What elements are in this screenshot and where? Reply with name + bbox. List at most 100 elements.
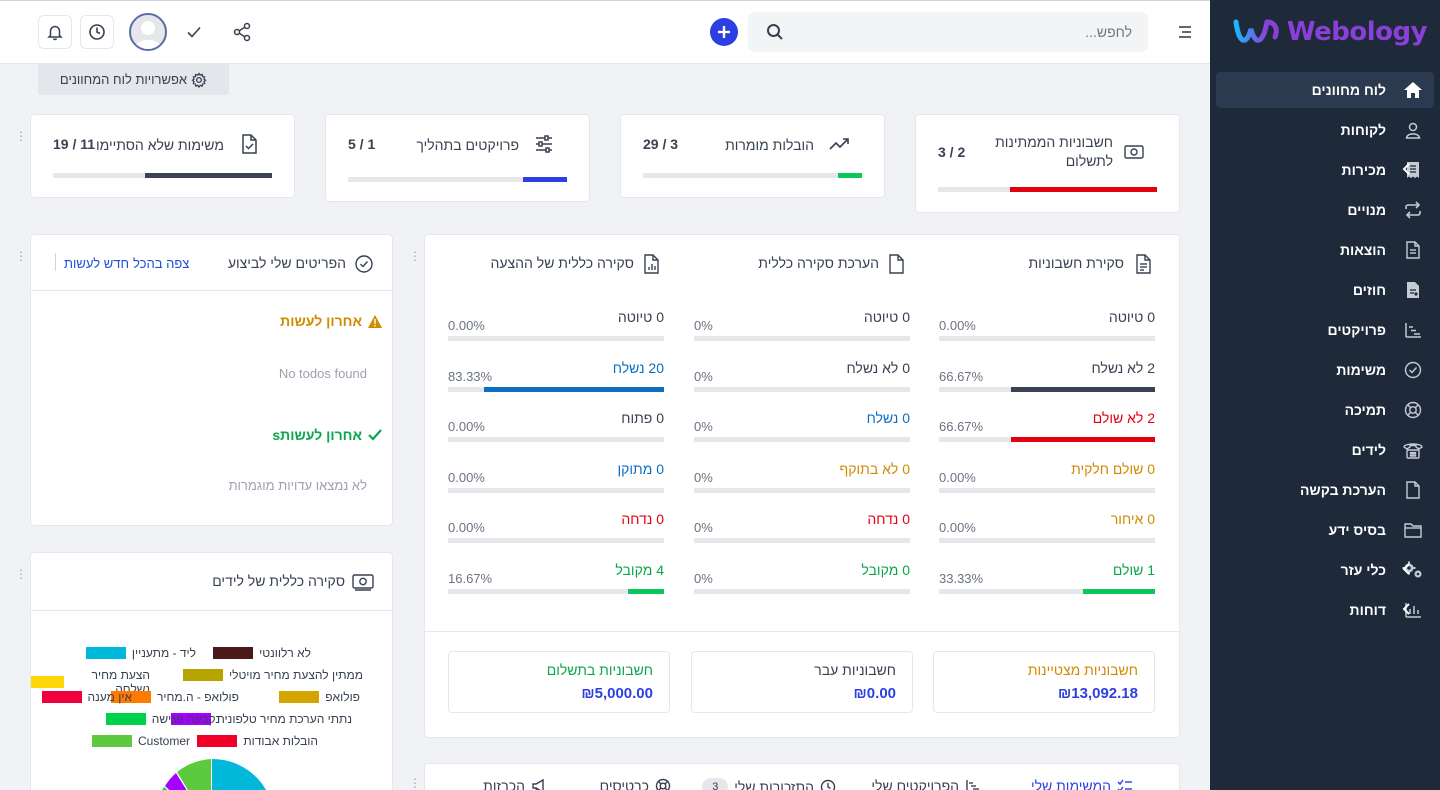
status-row[interactable]: 0 נשלח 0% <box>694 406 910 457</box>
status-row[interactable]: 0 איחור 0.00% <box>939 507 1155 558</box>
chevron-left-icon <box>1402 602 1412 618</box>
status-label: 0 איחור <box>1110 511 1155 527</box>
sidebar-item-label: כלי עזר <box>1340 562 1386 578</box>
sidebar-item-0[interactable]: לוח מחוונים <box>1216 72 1434 108</box>
tab-my-reminders[interactable]: התזכורות שלי 3 <box>702 778 836 790</box>
tab-label: הפרויקטים שלי <box>871 778 959 790</box>
drag-handle-icon[interactable]: ⋮⋮ <box>409 776 432 790</box>
status-percent: 0% <box>694 419 713 434</box>
status-row[interactable]: 0 שולם חלקית 0.00% <box>939 457 1155 508</box>
legend-swatch <box>170 713 211 725</box>
stat-card-unfinished-tasks: משימות שלא הסתיימו 19 / 11 <box>30 114 295 198</box>
status-percent: 0.00% <box>448 419 485 434</box>
legend-item[interactable]: הובלות אבודות <box>197 734 318 748</box>
status-row[interactable]: 2 לא נשלח 66.67% <box>939 356 1155 407</box>
legend-label: אין מענה <box>87 690 133 704</box>
past-due-invoices-box[interactable]: חשבוניות עבר ₪0.00 <box>691 651 913 713</box>
status-row[interactable]: 0 מקובל 0% <box>694 558 910 609</box>
status-row[interactable]: 2 לא שולם 66.67% <box>939 406 1155 457</box>
sidebar-item-6[interactable]: פרויקטים <box>1216 312 1434 348</box>
status-row[interactable]: 0 נדחה 0.00% <box>448 507 664 558</box>
stat-progress-fill <box>837 173 862 178</box>
check-icon[interactable] <box>177 15 211 49</box>
tab-my-tasks[interactable]: המשימות שלי <box>1031 778 1133 790</box>
sidebar-item-5[interactable]: חוזים <box>1216 272 1434 308</box>
projects-icon <box>966 780 979 790</box>
sidebar-item-11[interactable]: בסיס ידע <box>1216 512 1434 548</box>
sidebar-item-10[interactable]: הערכת בקשה <box>1216 472 1434 508</box>
paid-invoices-box[interactable]: חשבוניות בתשלום ₪5,000.00 <box>448 651 670 713</box>
sidebar-item-label: לקוחות <box>1340 122 1386 138</box>
repeat-icon <box>1402 199 1424 221</box>
legend-label: פולואפ <box>325 690 360 704</box>
legend-item[interactable]: פולואפ - ה.מחיר <box>110 690 239 704</box>
stat-value: 5 / 1 <box>348 136 376 152</box>
legend-item[interactable]: נקבעה פגישה <box>105 712 220 726</box>
legend-label: ממתין להצעת מחיר מויטלי <box>228 668 363 682</box>
tab-announcements[interactable]: הכרזות <box>483 778 547 790</box>
dashboard-options-button[interactable]: אפשרויות לוח המחוונים <box>38 64 229 95</box>
check-circle-icon <box>354 254 374 274</box>
status-row[interactable]: 0 טיוטה 0.00% <box>448 305 664 356</box>
status-row[interactable]: 1 שולם 33.33% <box>939 558 1155 609</box>
logo[interactable]: Webology <box>1210 0 1440 64</box>
status-row[interactable]: 0 לא נשלח 0% <box>694 356 910 407</box>
legend-item[interactable]: אין מענה <box>41 690 133 704</box>
no-todos-text: No todos found <box>278 366 367 381</box>
status-row[interactable]: 0 מתוקן 0.00% <box>448 457 664 508</box>
sidebar-item-1[interactable]: לקוחות <box>1216 112 1434 148</box>
legend-item[interactable]: ליד - מתעניין <box>85 646 196 660</box>
drag-handle-icon[interactable]: ⋮⋮ <box>409 249 432 263</box>
status-row[interactable]: 0 נדחה 0% <box>694 507 910 558</box>
bell-icon[interactable] <box>38 15 72 49</box>
search-input[interactable] <box>748 12 1148 52</box>
status-progress-fill <box>1010 437 1155 442</box>
drag-handle-icon[interactable]: ⋮⋮ <box>15 249 38 263</box>
avatar[interactable] <box>129 13 167 51</box>
status-row[interactable]: 4 מקובל 16.67% <box>448 558 664 609</box>
status-progress-fill <box>1083 588 1155 594</box>
search-icon[interactable] <box>766 23 784 41</box>
status-row[interactable]: 0 טיוטה 0.00% <box>939 305 1155 356</box>
status-label: 0 שולם חלקית <box>1071 460 1155 477</box>
legend-item[interactable]: ממתין להצעת מחיר מויטלי <box>182 668 363 682</box>
status-row[interactable]: 0 לא בתוקף 0% <box>694 457 910 508</box>
legend-item[interactable]: נתתי הערכת מחיר טלפונית <box>170 712 352 726</box>
stat-title: פרויקטים בתהליך <box>416 137 519 153</box>
view-all-link[interactable]: צפה בהכל <box>133 256 190 271</box>
no-finished-text: לא נמצאו עדויות מוגמרות <box>228 478 367 493</box>
status-row[interactable]: 0 פתוח 0.00% <box>448 406 664 457</box>
sidebar-item-2[interactable]: מכירות <box>1216 152 1434 188</box>
share-icon[interactable] <box>225 15 259 49</box>
clock-icon <box>820 779 836 790</box>
legend-item[interactable]: פולואפ <box>279 690 360 704</box>
new-todo-link[interactable]: חדש לעשות <box>64 256 130 271</box>
menu-toggle-icon[interactable] <box>1176 23 1194 41</box>
clock-icon[interactable] <box>80 15 114 49</box>
logo-icon <box>1233 19 1279 43</box>
sidebar-item-3[interactable]: מנויים <box>1216 192 1434 228</box>
sidebar-item-7[interactable]: משימות <box>1216 352 1434 388</box>
estimate-overview-title: הערכת סקירה כללית <box>758 255 879 271</box>
outstanding-invoices-box[interactable]: חשבוניות מצטיינות ₪13,092.18 <box>933 651 1155 713</box>
drag-handle-icon[interactable]: ⋮⋮ <box>15 129 38 143</box>
status-label: 20 נשלח <box>612 359 664 376</box>
legend-item[interactable]: לא רלוונטי <box>213 646 311 660</box>
tasks-icon <box>1117 779 1132 790</box>
status-row[interactable]: 0 טיוטה 0% <box>694 305 910 356</box>
sidebar-item-13[interactable]: דוחות <box>1216 592 1434 628</box>
tab-my-projects[interactable]: הפרויקטים שלי <box>871 778 981 790</box>
sidebar-item-8[interactable]: תמיכה <box>1216 392 1434 428</box>
quick-create-button[interactable] <box>710 18 738 46</box>
sidebar-item-9[interactable]: לידים <box>1216 432 1434 468</box>
drag-handle-icon[interactable]: ⋮⋮ <box>15 567 38 581</box>
legend-swatch <box>110 691 151 703</box>
latest-finished-heading: אחרון לעשותs <box>272 427 382 443</box>
status-percent: 66.67% <box>939 419 984 434</box>
sidebar-item-4[interactable]: הוצאות <box>1216 232 1434 268</box>
tab-tickets[interactable]: כרטיסים <box>600 778 671 790</box>
sidebar-item-12[interactable]: כלי עזר <box>1216 552 1434 588</box>
status-row[interactable]: 20 נשלח 83.33% <box>448 356 664 407</box>
stat-value: 29 / 3 <box>643 136 679 152</box>
legend-item[interactable]: Customer <box>91 734 190 748</box>
